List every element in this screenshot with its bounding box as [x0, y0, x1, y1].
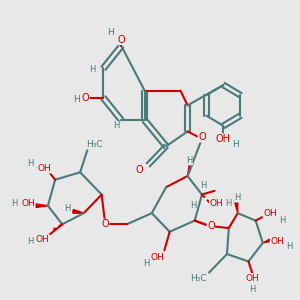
- Text: H₃C: H₃C: [190, 274, 207, 283]
- Text: H: H: [113, 122, 119, 130]
- Text: H: H: [226, 200, 232, 208]
- Text: H: H: [11, 200, 17, 208]
- Text: H: H: [190, 201, 196, 210]
- Text: H: H: [27, 236, 33, 245]
- Text: OH: OH: [209, 200, 223, 208]
- Polygon shape: [263, 237, 274, 243]
- Text: H₃C: H₃C: [86, 140, 103, 149]
- Polygon shape: [188, 163, 193, 176]
- Text: O: O: [135, 165, 143, 176]
- Text: O: O: [198, 132, 206, 142]
- Text: OH: OH: [150, 253, 164, 262]
- Text: O: O: [101, 219, 109, 229]
- Polygon shape: [73, 209, 84, 213]
- Text: H: H: [73, 95, 80, 104]
- Text: O: O: [207, 221, 215, 231]
- Text: OH: OH: [263, 209, 277, 218]
- Text: H: H: [286, 242, 293, 251]
- Text: H: H: [107, 28, 114, 38]
- Text: OH: OH: [245, 274, 259, 283]
- Text: H: H: [249, 285, 255, 294]
- Text: H: H: [279, 216, 286, 225]
- Text: H: H: [89, 64, 96, 74]
- Text: O: O: [118, 35, 125, 45]
- Text: O: O: [82, 93, 89, 103]
- Text: H: H: [234, 193, 240, 202]
- Text: OH: OH: [216, 134, 231, 144]
- Text: OH: OH: [21, 200, 35, 208]
- Text: H: H: [200, 181, 207, 190]
- Polygon shape: [35, 204, 48, 208]
- Text: OH: OH: [38, 164, 51, 173]
- Text: H: H: [64, 204, 71, 213]
- Text: H: H: [186, 156, 193, 165]
- Text: H: H: [27, 158, 33, 167]
- Text: H: H: [143, 259, 150, 268]
- Polygon shape: [234, 200, 238, 213]
- Text: H: H: [232, 140, 239, 149]
- Text: OH: OH: [36, 235, 50, 244]
- Text: OH: OH: [270, 236, 284, 245]
